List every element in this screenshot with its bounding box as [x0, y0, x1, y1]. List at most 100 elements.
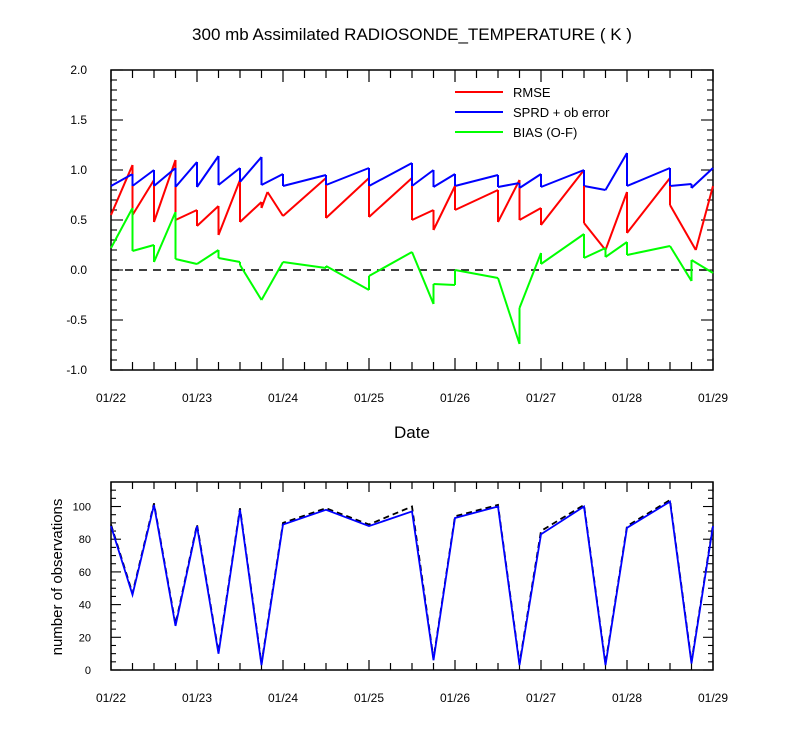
series-line-sprd-ob-error — [432, 173, 456, 188]
x-tick-label-bottom: 01/23 — [182, 691, 212, 705]
series-line-bias-o-f — [153, 211, 177, 263]
obs-count-line-solid — [110, 500, 714, 666]
series-line-bias-o-f — [690, 259, 714, 274]
x-tick-label-bottom: 01/25 — [354, 691, 384, 705]
y-tick-label-bottom: 0 — [85, 665, 91, 677]
series-line-rmse — [694, 185, 714, 251]
series-line-bias-o-f — [110, 207, 134, 249]
series-line-bias-o-f — [368, 251, 413, 277]
series-line-bias-o-f — [260, 261, 284, 301]
series-line-bias-o-f — [411, 251, 435, 305]
series-line-bias-o-f — [218, 257, 241, 263]
series-line-rmse — [196, 205, 220, 227]
series-line-rmse — [153, 159, 177, 223]
series-line-bias-o-f — [669, 245, 693, 282]
series-line-rmse — [217, 179, 241, 236]
series-line-bias-o-f — [497, 277, 521, 345]
series-line-sprd-ob-error — [153, 167, 177, 187]
series-line-rmse — [432, 185, 456, 231]
legend-label-sprd-ob-error: SPRD + ob error — [513, 105, 610, 120]
y-tick-label-bottom: 100 — [73, 502, 91, 514]
series-line-sprd-ob-error — [131, 169, 155, 187]
series-line-rmse — [583, 222, 607, 251]
series-line-rmse — [239, 201, 263, 223]
series-line-sprd-ob-error — [604, 152, 628, 191]
y-tick-label-bottom: 80 — [79, 534, 91, 546]
y-tick-label: -1.0 — [66, 363, 87, 377]
y-tick-label: 0.0 — [70, 263, 87, 277]
series-line-rmse — [454, 189, 499, 211]
series-line-sprd-ob-error — [540, 169, 585, 188]
series-line-bias-o-f — [540, 233, 585, 265]
x-tick-label-bottom: 01/27 — [526, 691, 556, 705]
y-tick-label: -0.5 — [66, 313, 87, 327]
series-line-rmse — [325, 177, 370, 219]
series-line-sprd-ob-error — [411, 169, 435, 187]
series-line-bias-o-f — [239, 264, 263, 301]
x-tick-label: 01/26 — [440, 391, 470, 405]
series-line-sprd-ob-error — [282, 174, 327, 187]
series-line-bias-o-f — [454, 269, 499, 279]
series-line-bias-o-f — [433, 283, 456, 286]
series-line-bias-o-f — [325, 265, 370, 291]
x-tick-label-bottom: 01/28 — [612, 691, 642, 705]
series-line-bias-o-f — [175, 258, 198, 265]
series-line-sprd-ob-error — [196, 155, 220, 188]
x-tick-label-bottom: 01/26 — [440, 691, 470, 705]
y-tick-label: 1.5 — [70, 113, 87, 127]
legend-label-rmse: RMSE — [513, 85, 551, 100]
obs-count-line-dashed — [110, 498, 714, 664]
series-line-rmse — [540, 169, 585, 226]
y-tick-label-bottom: 20 — [79, 632, 91, 644]
series-line-rmse — [110, 164, 134, 216]
series-line-rmse — [626, 177, 671, 234]
x-tick-label: 01/25 — [354, 391, 384, 405]
series-line-sprd-ob-error — [690, 167, 714, 189]
y-tick-label: 1.0 — [70, 163, 87, 177]
series-line-sprd-ob-error — [669, 183, 692, 187]
series-line-bias-o-f — [196, 249, 220, 265]
series-line-sprd-ob-error — [454, 174, 499, 187]
series-line-rmse — [519, 207, 542, 221]
x-tick-label: 01/22 — [96, 391, 126, 405]
series-line-rmse — [497, 179, 521, 223]
series-line-rmse — [282, 177, 327, 217]
series-line-bias-o-f — [132, 244, 155, 252]
series-line-sprd-ob-error — [626, 167, 671, 187]
y-axis-label-observations: number of observations — [49, 499, 66, 656]
series-line-rmse — [368, 177, 413, 218]
x-tick-label: 01/29 — [698, 391, 728, 405]
x-tick-label: 01/27 — [526, 391, 556, 405]
y-tick-label: 0.5 — [70, 213, 87, 227]
series-line-sprd-ob-error — [261, 173, 284, 186]
legend-label-bias-o-f: BIAS (O-F) — [513, 125, 577, 140]
series-line-rmse — [411, 209, 434, 221]
series-line-bias-o-f — [518, 252, 542, 309]
series-line-rmse — [604, 191, 628, 251]
x-tick-label: 01/28 — [612, 391, 642, 405]
series-line-sprd-ob-error — [325, 167, 370, 186]
series-line-sprd-ob-error — [110, 173, 133, 187]
series-line-bias-o-f — [626, 245, 671, 256]
y-tick-label-bottom: 40 — [79, 600, 91, 612]
series-line-sprd-ob-error — [583, 185, 606, 191]
series-line-bias-o-f — [604, 241, 628, 258]
series-line-rmse — [131, 179, 155, 216]
series-line-sprd-ob-error — [518, 173, 542, 189]
x-tick-label-bottom: 01/29 — [698, 691, 728, 705]
series-line-sprd-ob-error — [217, 167, 241, 186]
series-line-rmse — [669, 204, 697, 251]
x-tick-label-bottom: 01/22 — [96, 691, 126, 705]
series-drop-rmse — [266, 191, 284, 217]
series-line-sprd-ob-error — [239, 156, 263, 183]
x-axis-label: Date — [394, 423, 430, 442]
series-line-sprd-ob-error — [174, 161, 198, 188]
x-tick-label-bottom: 01/24 — [268, 691, 298, 705]
y-tick-label-bottom: 60 — [79, 567, 91, 579]
x-tick-label: 01/24 — [268, 391, 298, 405]
series-line-sprd-ob-error — [368, 162, 413, 187]
series-line-bias-o-f — [583, 247, 606, 259]
y-tick-label: 2.0 — [70, 63, 87, 77]
series-line-sprd-ob-error — [497, 182, 520, 188]
